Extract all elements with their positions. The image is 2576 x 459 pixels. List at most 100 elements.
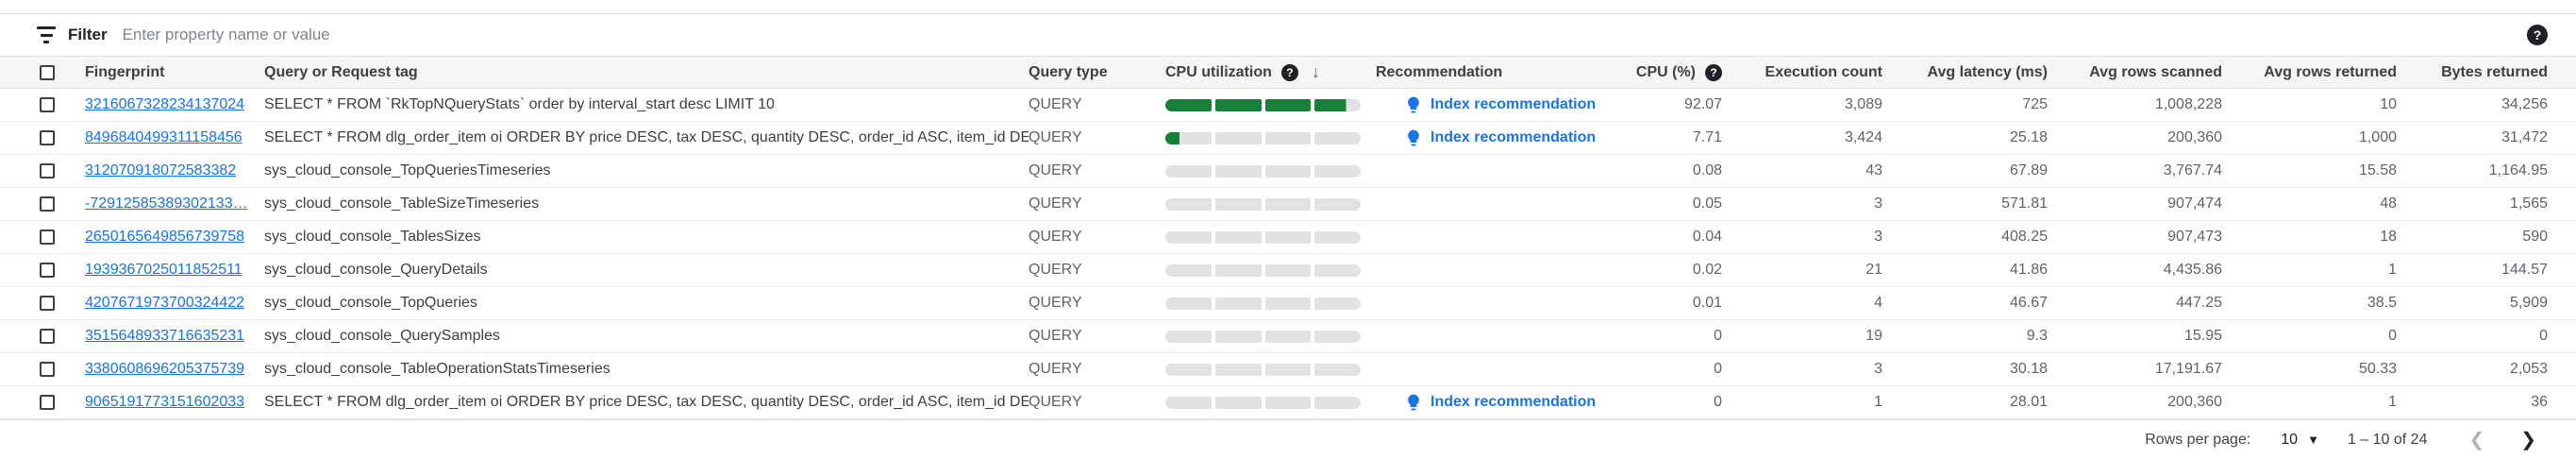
cpu-utilization-bar bbox=[1165, 230, 1361, 244]
query-text: sys_cloud_console_QueryDetails bbox=[264, 262, 488, 278]
fingerprint-link[interactable]: 8496840499311158456 bbox=[85, 129, 243, 145]
fingerprint-link[interactable]: 3216067328234137024 bbox=[85, 96, 245, 112]
avg-latency-value: 725 bbox=[2022, 96, 2048, 112]
fingerprint-link[interactable]: 1939367025011852511 bbox=[85, 262, 243, 278]
select-all-checkbox[interactable] bbox=[40, 64, 55, 80]
avg-rows-returned-value: 1 bbox=[2388, 394, 2397, 410]
header-cell-avg-rows-returned: Avg rows returned bbox=[2264, 63, 2397, 80]
table-help-icon[interactable]: ? bbox=[2527, 25, 2548, 45]
filter-bar: Filter ? bbox=[0, 13, 2576, 57]
avg-latency-value: 30.18 bbox=[2009, 361, 2048, 377]
query-type: QUERY bbox=[1029, 328, 1082, 344]
cpu-pct-value: 0.08 bbox=[1692, 162, 1722, 178]
header-cell-avg-rows-scanned: Avg rows scanned bbox=[2089, 63, 2222, 80]
execution-count-value: 3 bbox=[1874, 361, 1882, 377]
avg-rows-scanned-value: 907,474 bbox=[2167, 196, 2222, 212]
query-text: sys_cloud_console_TablesSizes bbox=[264, 229, 481, 245]
top-spacer bbox=[0, 0, 2576, 13]
row-checkbox[interactable] bbox=[40, 196, 55, 212]
bytes-returned-value: 1,164.95 bbox=[2488, 162, 2548, 178]
cpu-utilization-bar bbox=[1165, 297, 1361, 310]
execution-count-value: 43 bbox=[1865, 162, 1882, 178]
recommendation-label: Index recommendation bbox=[1430, 129, 1597, 145]
index-recommendation-link[interactable]: Index recommendation bbox=[1376, 393, 1596, 412]
table-row: 2650165649856739758 sys_cloud_console_Ta… bbox=[0, 221, 2576, 254]
row-checkbox[interactable] bbox=[40, 97, 55, 112]
row-checkbox[interactable] bbox=[40, 362, 55, 377]
fingerprint-link[interactable]: 9065191773151602033 bbox=[85, 394, 245, 410]
rows-per-page-select[interactable]: 10 ▼ bbox=[2281, 432, 2319, 449]
row-checkbox[interactable] bbox=[40, 395, 55, 410]
query-type: QUERY bbox=[1029, 196, 1082, 212]
table-body: 3216067328234137024 SELECT * FROM `RkTop… bbox=[0, 89, 2576, 419]
avg-latency-value: 67.89 bbox=[2009, 162, 2048, 178]
query-text: SELECT * FROM dlg_order_item oi ORDER BY… bbox=[264, 394, 1029, 410]
table-row: 8496840499311158456 SELECT * FROM dlg_or… bbox=[0, 122, 2576, 155]
row-checkbox[interactable] bbox=[40, 296, 55, 311]
cpu-utilization-bar bbox=[1165, 164, 1361, 178]
avg-rows-returned-value: 18 bbox=[2380, 229, 2397, 245]
row-checkbox[interactable] bbox=[40, 130, 55, 145]
table-row: 9065191773151602033 SELECT * FROM dlg_or… bbox=[0, 386, 2576, 419]
header-cell-bytes-returned: Bytes returned bbox=[2441, 63, 2548, 80]
avg-rows-scanned-value: 907,473 bbox=[2167, 229, 2222, 245]
cpu-utilization-bar bbox=[1165, 330, 1361, 343]
cpu-utilization-bar bbox=[1165, 396, 1361, 409]
rows-per-page-label: Rows per page: bbox=[2145, 431, 2251, 448]
fingerprint-link[interactable]: 3515648933716635231 bbox=[85, 328, 245, 344]
header-cell-select bbox=[0, 64, 85, 80]
bytes-returned-value: 0 bbox=[2539, 328, 2548, 344]
row-checkbox[interactable] bbox=[40, 329, 55, 344]
sort-desc-icon[interactable]: ↓ bbox=[1311, 62, 1320, 81]
cpu-pct-value: 0.02 bbox=[1692, 262, 1722, 278]
row-checkbox[interactable] bbox=[40, 163, 55, 178]
index-recommendation-link[interactable]: Index recommendation bbox=[1376, 128, 1596, 147]
lightbulb-icon bbox=[1408, 129, 1419, 146]
execution-count-value: 3 bbox=[1874, 196, 1882, 212]
avg-latency-value: 25.18 bbox=[2009, 129, 2048, 145]
avg-rows-returned-value: 38.5 bbox=[2367, 295, 2397, 311]
cpu-utilization-help-icon[interactable]: ? bbox=[1280, 63, 1298, 81]
filter-label: Filter bbox=[68, 26, 108, 43]
lightbulb-icon bbox=[1408, 394, 1419, 411]
previous-page-button[interactable]: ❮ bbox=[2468, 429, 2485, 450]
query-type: QUERY bbox=[1029, 162, 1082, 178]
query-text: SELECT * FROM `RkTopNQueryStats` order b… bbox=[264, 96, 775, 112]
cpu-pct-help-icon[interactable]: ? bbox=[1705, 63, 1722, 81]
avg-rows-scanned-value: 4,435.86 bbox=[2163, 262, 2222, 278]
next-page-button[interactable]: ❯ bbox=[2520, 429, 2536, 450]
table-row: 3216067328234137024 SELECT * FROM `RkTop… bbox=[0, 89, 2576, 122]
query-text: sys_cloud_console_TableSizeTimeseries bbox=[264, 196, 540, 212]
filter-input[interactable] bbox=[122, 26, 2527, 44]
fingerprint-link[interactable]: 4207671973700324422 bbox=[85, 295, 245, 311]
cpu-utilization-bar bbox=[1165, 363, 1361, 376]
query-type: QUERY bbox=[1029, 129, 1082, 145]
execution-count-value: 19 bbox=[1865, 328, 1882, 344]
table-row: 3380608696205375739 sys_cloud_console_Ta… bbox=[0, 353, 2576, 386]
recommendation-label: Index recommendation bbox=[1430, 96, 1597, 112]
avg-rows-scanned-value: 200,360 bbox=[2167, 129, 2222, 145]
header-cell-cpu-utilization[interactable]: CPU utilization ? ↓ bbox=[1165, 62, 1320, 81]
header-cell-query-type: Query type bbox=[1029, 63, 1108, 80]
avg-rows-returned-value: 1 bbox=[2388, 262, 2397, 278]
row-checkbox[interactable] bbox=[40, 230, 55, 245]
filter-trigger[interactable]: Filter bbox=[36, 26, 108, 44]
avg-rows-scanned-value: 17,191.67 bbox=[2154, 361, 2222, 377]
cpu-pct-value: 92.07 bbox=[1683, 96, 1722, 112]
query-type: QUERY bbox=[1029, 295, 1082, 311]
fingerprint-link[interactable]: 2650165649856739758 bbox=[85, 229, 245, 245]
bytes-returned-value: 1,565 bbox=[2509, 196, 2548, 212]
cpu-utilization-bar bbox=[1165, 264, 1361, 277]
fingerprint-link[interactable]: -72912585389302133… bbox=[85, 196, 248, 212]
avg-rows-returned-value: 0 bbox=[2388, 328, 2397, 344]
fingerprint-link[interactable]: 312070918072583382 bbox=[85, 162, 237, 178]
row-checkbox[interactable] bbox=[40, 263, 55, 278]
filter-icon bbox=[36, 26, 57, 43]
cpu-pct-value: 0.05 bbox=[1692, 196, 1722, 212]
index-recommendation-link[interactable]: Index recommendation bbox=[1376, 95, 1596, 114]
cpu-utilization-bar bbox=[1165, 131, 1361, 144]
table-row: 1939367025011852511 sys_cloud_console_Qu… bbox=[0, 254, 2576, 287]
query-type: QUERY bbox=[1029, 229, 1082, 245]
fingerprint-link[interactable]: 3380608696205375739 bbox=[85, 361, 245, 377]
query-type: QUERY bbox=[1029, 96, 1082, 112]
